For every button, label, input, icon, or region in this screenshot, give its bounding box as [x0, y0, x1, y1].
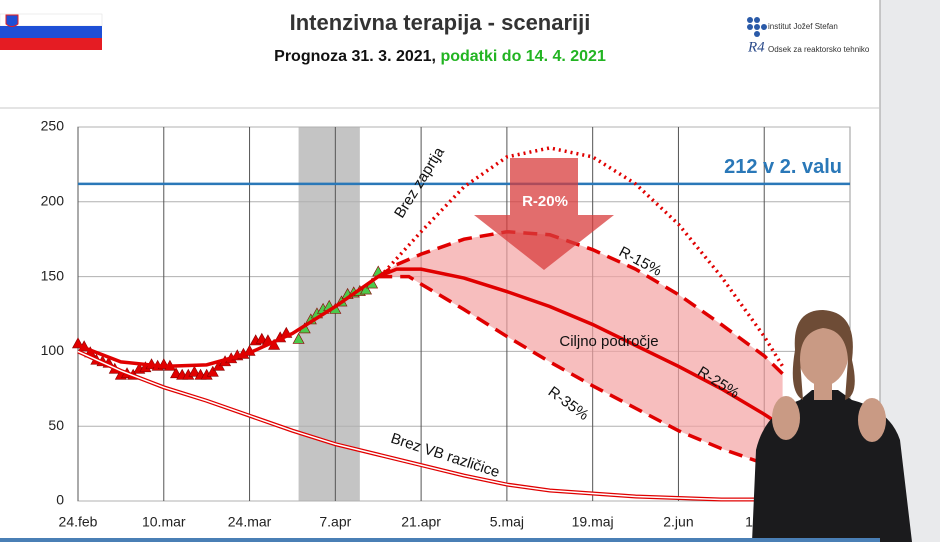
- x-tick-label: 24.mar: [228, 514, 272, 530]
- subtitle-highlight: podatki do 14. 4. 2021: [440, 48, 606, 65]
- data-point: [188, 365, 201, 377]
- reference-label: 212 v 2. valu: [724, 156, 842, 178]
- chart-subtitle: Prognoza 31. 3. 2021, podatki do 14. 4. …: [274, 48, 606, 65]
- chart-title: Intenzivna terapija - scenariji: [290, 10, 591, 35]
- x-tick-label: 24.feb: [59, 514, 98, 530]
- flag: [0, 13, 103, 50]
- shaded-span: [298, 127, 360, 501]
- y-tick-label: 50: [48, 417, 64, 433]
- annotation: R-20%: [522, 193, 568, 210]
- target-area: [378, 231, 783, 469]
- y-tick-label: 150: [41, 267, 65, 283]
- subtitle: Prognoza 31. 3. 2021,: [274, 48, 436, 65]
- series-line-inner: [77, 350, 851, 502]
- x-tick-label: 19.maj: [572, 514, 614, 530]
- x-tick-label: 10.mar: [142, 514, 186, 530]
- y-tick-label: 0: [56, 492, 64, 508]
- logo: [747, 17, 767, 37]
- annotation-arrow: [474, 158, 614, 270]
- plot: 0 50 100 150 200 250 24.feb 10.mar 24.mar 7.apr 21…: [41, 118, 851, 530]
- y-tick-label: 250: [41, 118, 65, 134]
- logo-text: institut Jožef Stefan: [768, 22, 838, 31]
- y-tick-label: 200: [41, 193, 65, 209]
- data-point: [206, 365, 219, 377]
- x-tick-label: 7.apr: [319, 514, 351, 530]
- x-tick-label: 2.jun: [663, 514, 693, 530]
- logo-mark: R4: [747, 39, 765, 55]
- interpreter: [752, 310, 912, 542]
- annotation: Ciljno področje: [559, 333, 658, 350]
- x-tick-label: 5.maj: [490, 514, 524, 530]
- data-point: [292, 332, 305, 344]
- series-line: [383, 146, 785, 368]
- bottom-bar: [0, 538, 880, 542]
- y-tick-label: 100: [41, 342, 65, 358]
- series-line: [77, 267, 784, 428]
- x-tick-label: 21.apr: [401, 514, 441, 530]
- logo-text: Odsek za reaktorsko tehniko: [768, 45, 870, 54]
